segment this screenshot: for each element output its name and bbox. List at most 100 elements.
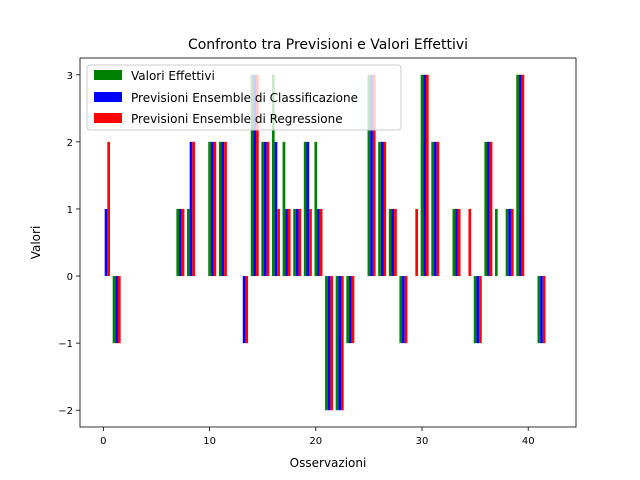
bar-s0-obs30 [420, 74, 424, 277]
bar-s0-obs38 [505, 208, 509, 277]
bar-s2-obs7 [181, 208, 185, 277]
bar-s2-obs29 [415, 208, 419, 277]
bar-s1-obs16 [274, 141, 278, 277]
bar-s2-obs19 [309, 208, 312, 277]
bar-s2-obs10 [213, 141, 217, 277]
bar-s1-obs35 [476, 276, 480, 344]
legend-swatch-classificazione [94, 92, 122, 102]
y-ticks: −2 −1 0 1 2 3 [58, 71, 80, 417]
bar-s0-obs36 [484, 141, 488, 277]
x-tick-label: 30 [416, 436, 429, 447]
bar-s1-obs13 [242, 276, 246, 344]
bar-s2-obs25 [372, 74, 376, 277]
legend: Valori Effettivi Previsioni Ensemble di … [86, 64, 402, 131]
bar-s2-obs28 [404, 276, 408, 344]
x-ticks: 0 10 20 30 40 [100, 427, 535, 447]
bar-s1-obs41 [540, 276, 543, 344]
bar-s0-obs26 [378, 141, 381, 277]
bar-s1-obs7 [179, 208, 182, 277]
bar-s0-obs18 [293, 208, 296, 277]
bar-s1-obs27 [391, 208, 395, 277]
bar-s2-obs15 [266, 141, 270, 277]
bar-s0-obs28 [399, 276, 403, 344]
x-axis-label: Osservazioni [290, 456, 367, 470]
legend-label-regressione: Previsioni Ensemble di Regressione [131, 112, 343, 126]
bar-s1-obs15 [264, 141, 267, 277]
bar-s1-obs21 [327, 276, 331, 411]
bar-s2-obs36 [489, 141, 493, 277]
bar-s2-obs31 [436, 141, 440, 277]
bar-s0-obs10 [208, 141, 211, 277]
bar-s0-obs14 [250, 74, 254, 277]
y-tick-label: −1 [58, 339, 73, 350]
bar-s2-obs13 [245, 276, 249, 344]
x-tick-label: 20 [309, 436, 322, 447]
bar-s2-obs27 [394, 208, 397, 277]
bar-s2-obs35 [479, 276, 482, 344]
bar-s2-obs0 [107, 141, 111, 277]
bars-layer [104, 74, 546, 411]
bar-s2-obs33 [457, 208, 461, 277]
plot-frame [79, 57, 577, 428]
bar-s2-obs11 [224, 141, 227, 277]
bar-s2-obs21 [330, 276, 334, 411]
y-tick-label: 3 [67, 71, 73, 82]
bar-s0-obs39 [516, 74, 519, 277]
x-tick-label: 40 [522, 436, 535, 447]
bar-s2-obs22 [341, 276, 344, 411]
bar-s0-obs8 [187, 208, 190, 277]
bar-s2-obs34 [468, 208, 472, 277]
bar-s1-obs31 [433, 141, 437, 277]
bar-s1-obs18 [295, 208, 299, 277]
bar-s0-obs15 [261, 141, 265, 277]
bar-s2-obs1 [117, 276, 121, 344]
chart-title: Confronto tra Previsioni e Valori Effett… [188, 37, 468, 53]
bar-s0-obs17 [282, 141, 286, 277]
y-tick-label: 1 [67, 205, 73, 216]
bar-s2-obs8 [192, 141, 195, 277]
bar-s0-obs33 [452, 208, 456, 277]
bar-s2-obs41 [542, 276, 546, 344]
bar-s2-obs14 [256, 74, 259, 277]
bar-s2-obs17 [287, 208, 291, 277]
y-tick-label: 0 [67, 272, 73, 283]
bar-s1-obs38 [508, 208, 511, 277]
bar-s2-obs18 [298, 208, 302, 277]
y-tick-label: −2 [58, 406, 73, 417]
bar-s1-obs39 [518, 74, 522, 277]
bar-s0-obs22 [335, 276, 339, 411]
bar-s1-obs1 [115, 276, 118, 344]
bar-s1-obs10 [210, 141, 214, 277]
bar-s1-obs22 [338, 276, 342, 411]
bar-s0-obs41 [537, 276, 541, 344]
x-tick-label: 10 [203, 436, 216, 447]
legend-swatch-valori-effettivi [94, 70, 122, 80]
bar-s0-obs23 [346, 276, 349, 344]
legend-label-classificazione: Previsioni Ensemble di Classificazione [131, 91, 358, 105]
bar-s2-obs39 [521, 74, 525, 277]
bar-s2-obs16 [277, 208, 280, 277]
bar-s1-obs36 [487, 141, 490, 277]
bar-s1-obs30 [423, 74, 426, 277]
bar-s1-obs33 [455, 208, 458, 277]
bar-s1-obs11 [221, 141, 225, 277]
bar-s2-obs20 [319, 208, 323, 277]
legend-swatch-regressione [94, 113, 122, 123]
bar-s0-obs11 [218, 141, 222, 277]
bar-s1-obs14 [253, 74, 257, 277]
bar-s0-obs19 [303, 141, 307, 277]
bar-s1-obs26 [380, 141, 384, 277]
bar-s1-obs25 [370, 74, 373, 277]
bar-s0-obs16 [271, 74, 275, 277]
bar-s1-obs20 [317, 208, 320, 277]
bar-s2-obs23 [351, 276, 355, 344]
bar-s0-obs35 [473, 276, 477, 344]
y-tick-label: 2 [67, 138, 73, 149]
bar-s0-obs25 [367, 74, 371, 277]
bar-s0-obs37 [495, 208, 498, 277]
legend-label-valori-effettivi: Valori Effettivi [131, 69, 215, 83]
bar-s0-obs1 [112, 276, 116, 344]
bar-s0-obs20 [314, 141, 318, 277]
bar-s0-obs21 [325, 276, 328, 411]
